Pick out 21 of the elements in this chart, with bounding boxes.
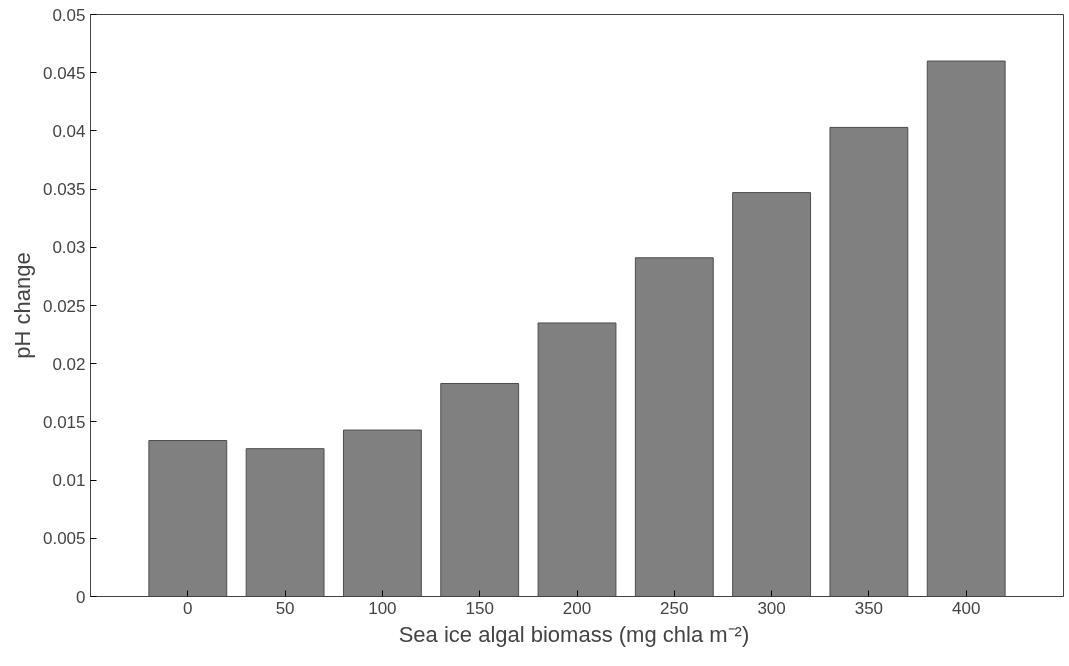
x-tick-label: 250 [660, 598, 689, 618]
y-tick-label: 0.05 [52, 5, 86, 25]
y-axis-title: pH change [9, 252, 35, 359]
y-tick-label: 0.03 [52, 238, 86, 258]
x-tick-label: 300 [757, 598, 786, 618]
x-axis-title: Sea ice algal biomass (mg chla m⁻²) [398, 621, 750, 647]
y-tick-label: 0.01 [52, 471, 86, 491]
y-tick-label: 0.005 [42, 529, 86, 549]
x-tick-label: 400 [952, 598, 981, 618]
x-tick-label: 0 [183, 598, 193, 618]
y-tick-label: 0.02 [52, 354, 86, 374]
y-tick-label: 0.015 [42, 412, 86, 432]
x-tick-label: 150 [465, 598, 494, 618]
y-tick-label: 0.025 [42, 296, 86, 316]
y-tick-label: 0.04 [52, 121, 86, 141]
x-tick-label: 100 [368, 598, 397, 618]
y-tick-label: 0.045 [42, 63, 86, 83]
x-tick-label: 350 [854, 598, 884, 618]
x-tick-label: 50 [275, 598, 295, 618]
y-tick-label: 0.035 [42, 180, 86, 200]
x-tick-label: 200 [562, 598, 592, 618]
